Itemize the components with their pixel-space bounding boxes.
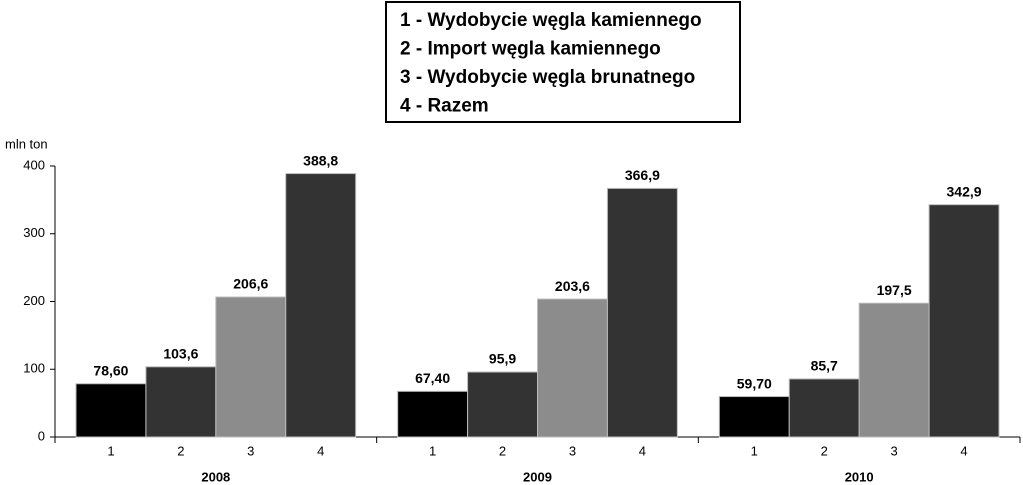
y-tick-label: 200 (23, 293, 45, 308)
value-label: 366,9 (625, 167, 660, 183)
value-label: 342,9 (947, 183, 982, 199)
bar (285, 173, 357, 438)
x-tick-label: 4 (639, 443, 646, 458)
legend-entry: 2 - Import węgla kamiennego (400, 39, 661, 60)
x-tick-label: 2 (177, 443, 184, 458)
x-tick-label: 3 (569, 443, 576, 458)
y-tick-label: 300 (23, 225, 45, 240)
value-label: 103,6 (163, 346, 198, 362)
x-tick-label: 3 (247, 443, 254, 458)
x-category-label: 2009 (523, 469, 552, 484)
bar (75, 383, 147, 438)
value-label: 59,70 (737, 375, 772, 391)
x-category-label: 2008 (201, 469, 230, 484)
x-tick-label: 1 (751, 443, 758, 458)
x-tick-label: 4 (317, 443, 324, 458)
x-tick-label: 1 (429, 443, 436, 458)
y-tick-label: 400 (23, 157, 45, 172)
value-label: 203,6 (555, 278, 590, 294)
y-axis-label: mln ton (5, 136, 48, 151)
legend-entry: 4 - Razem (400, 96, 489, 117)
x-tick-label: 4 (960, 443, 967, 458)
value-label: 85,7 (811, 358, 838, 374)
x-tick-label: 3 (891, 443, 898, 458)
x-tick-label: 2 (821, 443, 828, 458)
value-label: 197,5 (877, 282, 912, 298)
legend-entry: 1 - Wydobycie węgla kamiennego (400, 10, 702, 31)
bar (215, 296, 287, 438)
legend-entry: 3 - Wydobycie węgla brunatnego (400, 67, 695, 88)
y-tick-label: 100 (23, 361, 45, 376)
bar (606, 187, 678, 438)
x-category-label: 2010 (845, 469, 874, 484)
bar (397, 390, 469, 438)
x-tick-label: 2 (499, 443, 506, 458)
bar (145, 366, 217, 438)
bar (718, 396, 790, 438)
bar (467, 371, 539, 438)
y-tick-label: 0 (38, 428, 45, 443)
value-label: 388,8 (303, 152, 338, 168)
bar (788, 378, 860, 438)
x-tick-label: 1 (107, 443, 114, 458)
bar (537, 298, 608, 438)
bar (928, 204, 1000, 438)
value-label: 67,40 (415, 370, 450, 386)
legend-box (385, 1, 741, 123)
value-label: 206,6 (233, 276, 268, 292)
bar (858, 302, 930, 438)
value-label: 78,60 (93, 362, 128, 378)
value-label: 95,9 (489, 351, 516, 367)
